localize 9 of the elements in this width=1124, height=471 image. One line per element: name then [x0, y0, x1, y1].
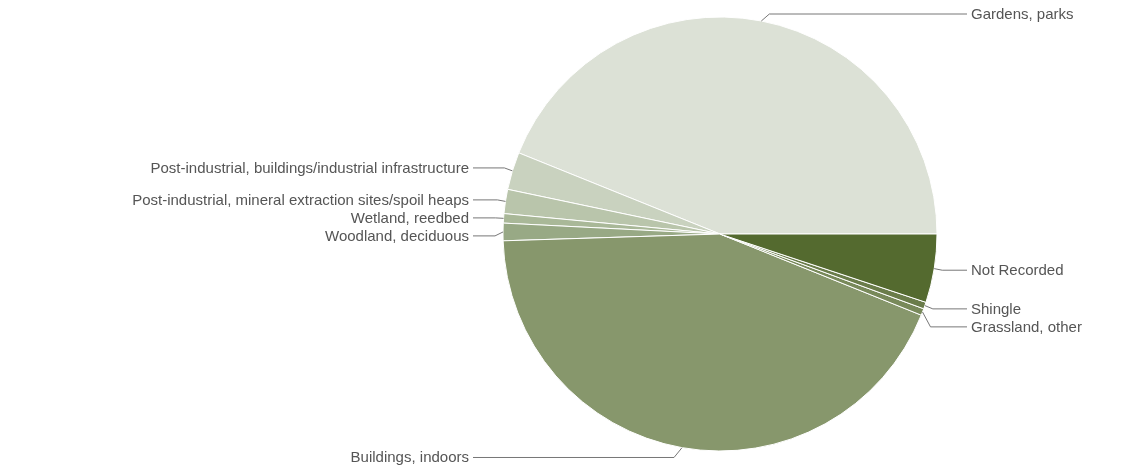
slice-label: Not Recorded: [971, 261, 1064, 279]
slice-label: Post-industrial, mineral extraction sites/spoil heaps: [132, 190, 469, 208]
slice-label: Grassland, other: [971, 317, 1082, 335]
slice-label: Gardens, parks: [971, 5, 1074, 22]
slice-label: Woodland, deciduous: [325, 226, 469, 244]
slice-label: Buildings, indoors: [350, 448, 469, 466]
slice-label: Shingle: [971, 299, 1022, 317]
slice-label: Wetland, reedbed: [350, 208, 469, 226]
slice-label: Post-industrial, buildings/industrial infrastructure: [150, 158, 469, 176]
